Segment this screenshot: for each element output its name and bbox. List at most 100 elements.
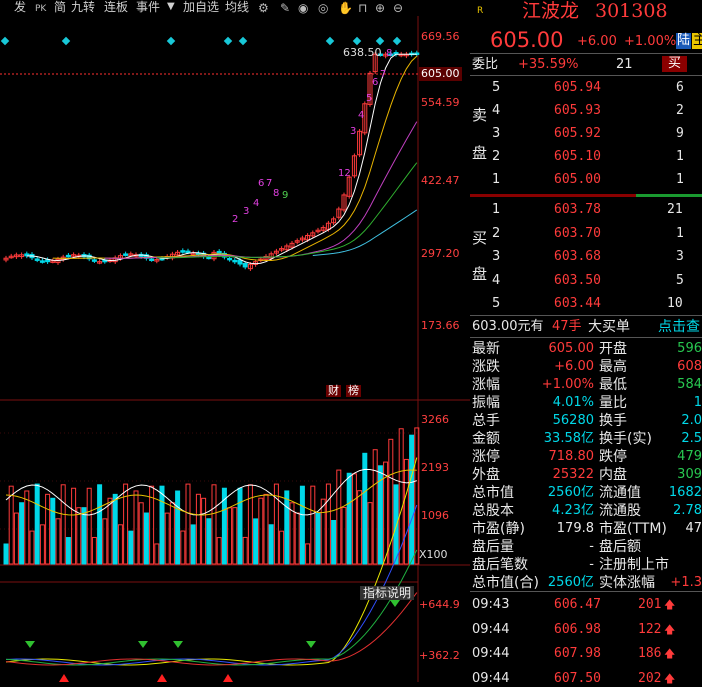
sell-level-volume: 9 <box>676 126 684 141</box>
volume-bar <box>138 502 144 565</box>
buy-level-price[interactable]: 603.70 <box>554 225 601 241</box>
volume-bar <box>60 484 66 565</box>
chevron-down-icon[interactable]: ▼ <box>167 1 175 12</box>
zoom-out-icon[interactable]: ⊖ <box>393 1 404 15</box>
volume-bar <box>320 498 326 565</box>
toolbar-item-lianban[interactable]: 连板 <box>104 0 129 14</box>
toolbar-item-jiuzhuan[interactable]: 九转 <box>71 0 96 14</box>
lock-icon[interactable]: ⊓ <box>358 1 368 15</box>
candle-body <box>351 155 357 177</box>
candle-body <box>372 53 378 73</box>
toolbar-item-pk[interactable]: PK <box>35 4 47 14</box>
buy-level-num: 2 <box>492 225 501 241</box>
stat-value-2: 2.78 <box>673 503 702 518</box>
rank-tag[interactable]: 榜 <box>346 384 361 397</box>
volume-bar <box>227 507 233 565</box>
candle-body <box>305 234 311 241</box>
buy-level-num: 5 <box>492 296 501 311</box>
sell-level-price[interactable]: 605.93 <box>554 103 601 118</box>
buy-button[interactable]: 买 <box>662 56 688 72</box>
volume-bar <box>13 512 19 565</box>
buy-level-price[interactable]: 603.50 <box>554 272 601 288</box>
event-marker <box>325 36 335 46</box>
sell-level-price[interactable]: 605.10 <box>554 149 601 164</box>
stat-label: 盘后笔数 <box>472 557 528 573</box>
sell-level-price[interactable]: 605.00 <box>554 172 601 187</box>
candle-body <box>268 253 274 259</box>
stat-value: - <box>589 557 594 572</box>
buy-label-1: 买 <box>472 229 488 247</box>
candle-body <box>97 261 103 264</box>
volume-bar <box>310 485 316 565</box>
big-order-link[interactable]: 点击查 <box>658 319 700 335</box>
sell-level-price[interactable]: 605.94 <box>554 80 601 95</box>
kline-ylabel-3: 554.59 <box>421 96 460 109</box>
candle-body <box>232 259 238 263</box>
pen-icon[interactable]: ✎ <box>280 1 291 15</box>
stat-label: 盘后量 <box>472 539 514 555</box>
indicator-line <box>5 504 418 666</box>
volume-bar <box>393 484 399 565</box>
toolbar-item-ma[interactable]: 均线 <box>225 0 250 14</box>
gear-icon[interactable]: ⚙ <box>258 1 269 15</box>
big-order-price: 603.00元有 <box>472 319 544 334</box>
td-count-label: 5 <box>366 93 372 104</box>
eye-icon[interactable]: ◉ <box>298 1 309 15</box>
toolbar-item-jian[interactable]: 简 <box>54 0 67 14</box>
stat-label: 总股本 <box>472 503 514 519</box>
volume-ylabel-3: 1096 <box>421 509 449 522</box>
sell-signal-arrow <box>390 600 400 607</box>
stat-label-2: 换手(实) <box>599 431 652 447</box>
candle-body <box>190 252 196 256</box>
stat-label-2: 盘后额 <box>599 539 641 555</box>
hand-icon[interactable]: ✋ <box>338 1 353 15</box>
buy-signal-arrow <box>157 674 167 682</box>
ma60-line <box>312 209 418 256</box>
volume-bar <box>211 484 217 565</box>
buy-level-price[interactable]: 603.68 <box>554 249 601 264</box>
stat-label-2: 注册制上市 <box>599 557 669 573</box>
candle-body <box>367 72 373 105</box>
buy-label-2: 盘 <box>472 265 488 283</box>
volume-bar <box>305 543 311 565</box>
stat-label: 涨幅 <box>472 377 500 393</box>
candle-body <box>247 263 253 270</box>
candle-body <box>175 251 181 256</box>
sell-level-price[interactable]: 605.92 <box>554 126 601 141</box>
toolbar-item-shijian[interactable]: 事件 <box>136 0 161 14</box>
buy-level-price[interactable]: 603.44 <box>554 296 601 311</box>
stat-label-2: 内盘 <box>599 467 627 483</box>
current-price: 605.00 <box>490 28 564 52</box>
target-icon[interactable]: ◎ <box>318 1 329 15</box>
buy-level-price[interactable]: 603.78 <box>554 202 601 217</box>
toolbar-item-fa[interactable]: 发 <box>14 0 27 14</box>
kline-ylabel-4: 422.47 <box>421 174 460 187</box>
td-count-label: 3 <box>243 206 249 217</box>
toolbar-item-add-watch[interactable]: 加自选 <box>183 0 220 14</box>
candle-body <box>8 255 14 259</box>
candle-body <box>91 259 97 262</box>
stat-value-2: 1 <box>693 395 702 410</box>
up-arrow-icon: 🡅 <box>664 598 676 611</box>
event-marker <box>238 36 248 46</box>
buy-signal-arrow <box>223 674 233 682</box>
candle-body <box>50 260 56 263</box>
td-count-label: 8 <box>386 48 392 59</box>
volume-bar <box>143 512 149 565</box>
volume-bar <box>24 490 30 565</box>
buy-level-num: 1 <box>492 202 501 217</box>
volume-bar <box>180 530 186 565</box>
volume-bar <box>107 497 113 565</box>
finance-tag[interactable]: 财 <box>326 384 341 397</box>
ma5-line <box>26 53 417 265</box>
indicator-help-button[interactable]: 指标说明 <box>360 586 415 600</box>
volume-bar <box>294 512 300 565</box>
stat-label: 市盈(静) <box>472 521 525 537</box>
volume-bar <box>377 465 383 565</box>
zoom-in-icon[interactable]: ⊕ <box>375 1 386 15</box>
stat-value: 2560亿 <box>547 485 594 500</box>
volume-bar <box>263 493 269 565</box>
sell-level-num: 3 <box>492 126 501 141</box>
volume-ylabel-1: 3266 <box>421 413 449 426</box>
